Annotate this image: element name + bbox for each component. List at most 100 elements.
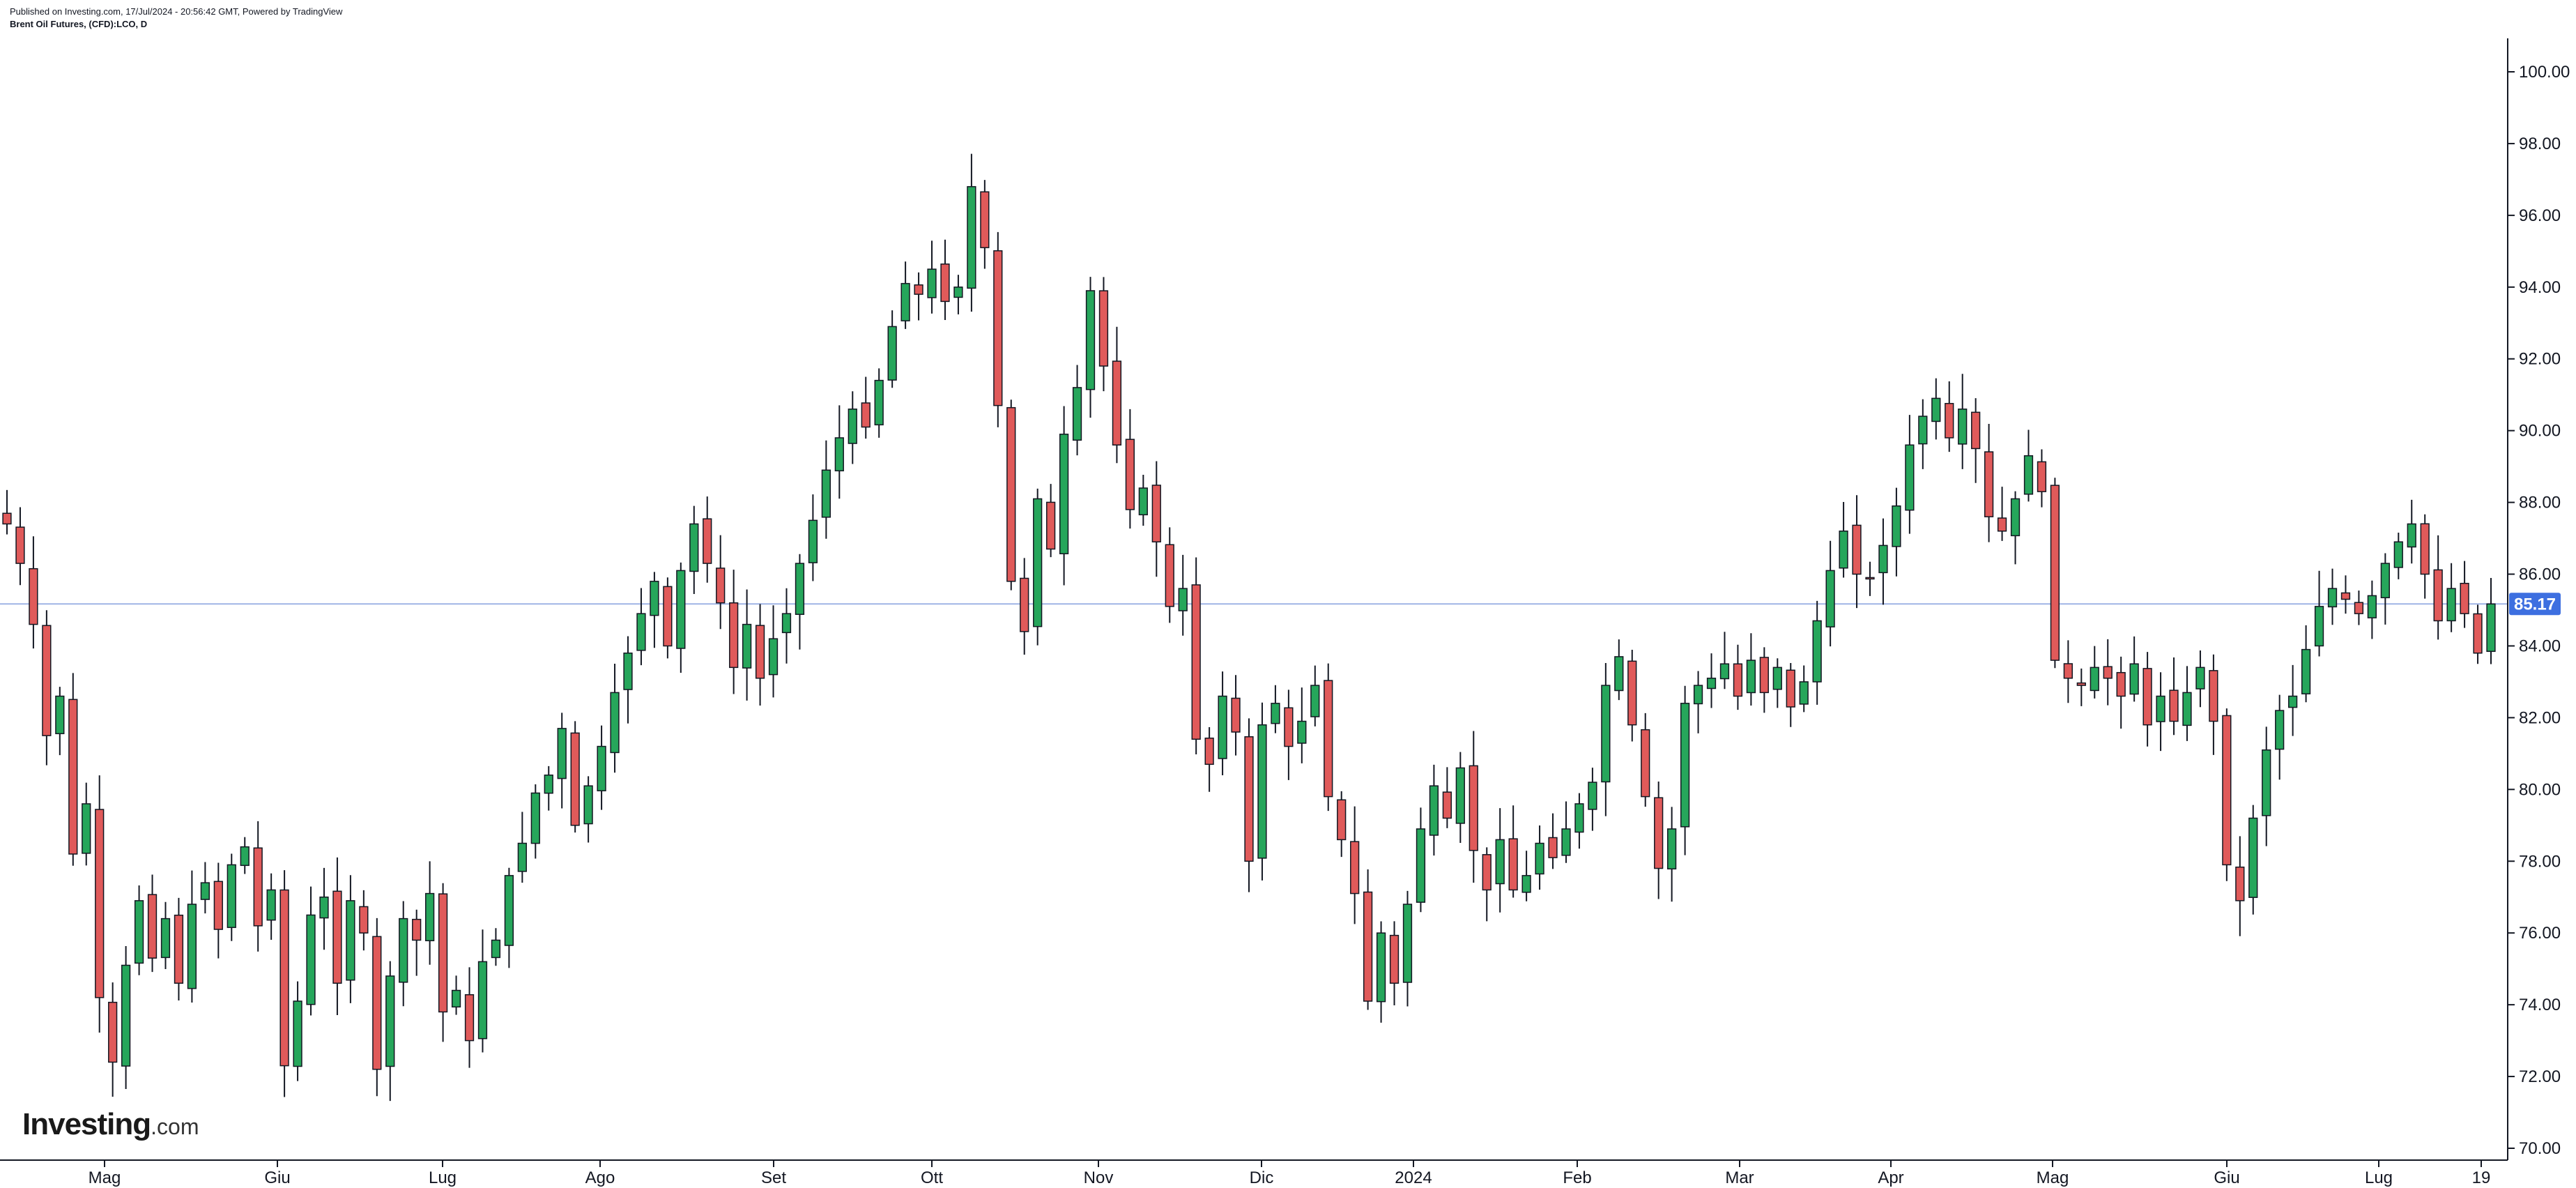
candle-body-down — [2037, 461, 2047, 492]
candle — [2380, 553, 2390, 625]
logo-suffix: .com — [151, 1114, 199, 1139]
candle-body-down — [1654, 797, 1664, 869]
candle — [2156, 672, 2165, 752]
candle — [821, 440, 831, 539]
candle — [174, 897, 184, 1000]
candle-body-up — [874, 379, 884, 426]
candle — [121, 945, 131, 1090]
candle-body-down — [703, 518, 712, 564]
candle-body-up — [517, 842, 527, 872]
candle-body-down — [1997, 517, 2007, 532]
candle — [927, 241, 937, 314]
candle-body-down — [1112, 360, 1122, 446]
candle-body-up — [650, 581, 659, 616]
candle-body-up — [1416, 828, 1426, 903]
time-tick-label: Feb — [1563, 1168, 1591, 1187]
candle-body-up — [346, 900, 355, 981]
candle — [425, 861, 435, 965]
investing-logo[interactable]: Investing.com — [22, 1107, 199, 1142]
candle-body-up — [1706, 678, 1717, 690]
candle — [1469, 731, 1478, 883]
candle — [477, 929, 488, 1053]
candle-body-down — [359, 906, 369, 934]
candle — [2103, 639, 2113, 706]
candle-body-up — [2446, 588, 2456, 622]
candle — [306, 886, 316, 1016]
candle — [557, 713, 567, 809]
candle-body-up — [544, 774, 553, 794]
price-tick-label: 84.00 — [2519, 637, 2561, 655]
candle-body-up — [1376, 932, 1386, 1003]
candle-body-up — [1535, 842, 1544, 875]
candle — [967, 153, 976, 312]
candle — [1667, 807, 1677, 902]
candle-body-up — [1746, 660, 1756, 694]
price-axis[interactable]: 70.00 72.00 74.00 76.00 78.00 80.00 82.00 84.00… — [2507, 38, 2570, 1160]
candle — [530, 784, 540, 859]
candle-body-up — [900, 282, 910, 321]
candle — [676, 562, 686, 673]
candle — [1693, 671, 1703, 733]
candle — [2446, 563, 2456, 632]
candle-body-up — [319, 896, 329, 919]
candle — [279, 870, 289, 1097]
candle — [2182, 666, 2192, 741]
candle — [848, 391, 857, 464]
candle — [134, 885, 144, 975]
candle — [1376, 921, 1386, 1023]
candle — [266, 873, 276, 940]
candle — [227, 853, 236, 941]
candle — [2327, 568, 2338, 625]
candle-body-down — [755, 625, 765, 679]
candle-body-up — [160, 917, 171, 959]
candle-body-down — [2340, 592, 2351, 600]
candle — [1231, 675, 1241, 756]
candle-body-down — [95, 809, 105, 998]
candle — [980, 180, 990, 269]
candle-body-up — [2129, 663, 2139, 695]
candle-body-up — [2090, 667, 2099, 692]
candle — [795, 554, 805, 650]
candle — [1033, 488, 1043, 646]
candle-body-up — [953, 287, 963, 298]
candle-body-down — [1244, 736, 1254, 862]
candle-body-down — [1324, 680, 1333, 798]
candle — [1786, 662, 1795, 727]
candle — [808, 494, 818, 581]
candle — [1799, 665, 1809, 713]
candle-body-up — [399, 917, 408, 983]
candle-body-up — [2301, 648, 2311, 694]
candle-body-down — [1865, 577, 1875, 580]
candle — [2050, 478, 2060, 669]
time-axis[interactable]: Mag Giu Lug Ago Set Ott Nov Dic 2024 Feb Mar Apr Mag… — [0, 1159, 2508, 1187]
candle-body-up — [82, 803, 91, 854]
candle-body-up — [1878, 544, 1888, 574]
candle-body-down — [716, 568, 726, 604]
candle-body-down — [147, 894, 158, 959]
candle-body-up — [623, 653, 633, 690]
published-note: Published on Investing.com, 17/Jul/2024 … — [10, 6, 343, 17]
candle — [1297, 687, 1307, 763]
candle — [1521, 851, 1531, 901]
candle-body-up — [200, 882, 210, 900]
candle — [2116, 656, 2126, 729]
candle-body-up — [504, 875, 514, 946]
candle — [781, 588, 792, 664]
candle-body-down — [1020, 577, 1029, 632]
candle — [1310, 665, 1320, 726]
candle-body-down — [1482, 854, 1492, 891]
candle — [372, 917, 382, 1097]
candle-body-up — [1138, 487, 1148, 516]
candle-body-up — [795, 563, 805, 615]
candle — [1337, 791, 1347, 858]
candle-body-down — [1350, 841, 1360, 894]
candle-body-down — [1284, 707, 1294, 747]
candle — [742, 589, 752, 701]
candle-body-down — [29, 568, 38, 625]
candle — [2209, 654, 2218, 755]
candle — [464, 967, 475, 1068]
candle-body-down — [1442, 791, 1452, 819]
candle — [583, 776, 593, 843]
candle — [346, 875, 355, 1003]
